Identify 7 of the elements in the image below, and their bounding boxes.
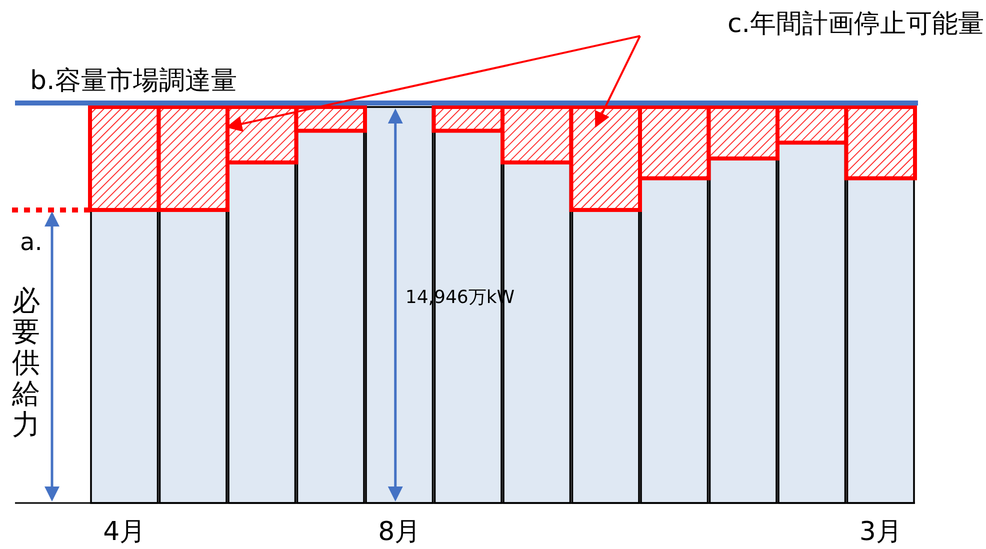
ref-line-label: a. xyxy=(20,228,42,256)
text: c.年間計画停止可能量 xyxy=(727,9,984,39)
text: 必要供給力 xyxy=(11,284,40,441)
x-tick-label: 3月 xyxy=(859,517,902,547)
x-tick-label: 8月 xyxy=(378,517,421,547)
ref-line-label: b.容量市場調達量 xyxy=(30,66,237,96)
x-tick-label: 4月 xyxy=(103,517,146,547)
